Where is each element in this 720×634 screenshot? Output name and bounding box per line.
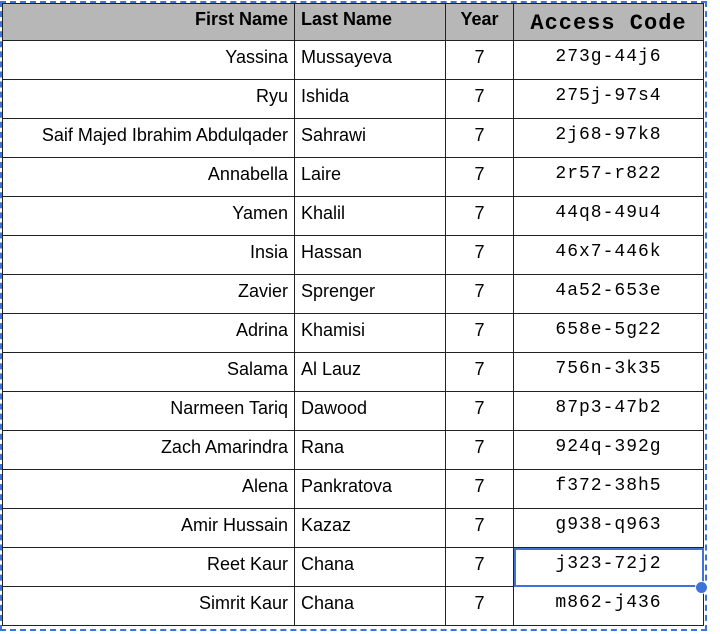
cell-last-name[interactable]: Laire [294,157,446,197]
cell-last-name[interactable]: Rana [294,430,446,470]
cell-access-code[interactable]: g938-q963 [513,508,704,548]
header-last-name[interactable]: Last Name [294,3,446,41]
fill-handle[interactable] [695,581,708,594]
cell-first-name[interactable]: Simrit Kaur [2,586,295,626]
table-row: Salama Al Lauz 7 756n-3k35 [2,352,704,392]
cell-first-name[interactable]: Ryu [2,79,295,119]
cell-year[interactable]: 7 [445,274,514,314]
table-row: Narmeen Tariq Dawood 7 87p3-47b2 [2,391,704,431]
table-row: Zach Amarindra Rana 7 924q-392g [2,430,704,470]
table-row: Annabella Laire 7 2r57-r822 [2,157,704,197]
cell-access-code[interactable]: 275j-97s4 [513,79,704,119]
cell-first-name[interactable]: Adrina [2,313,295,353]
cell-first-name[interactable]: Insia [2,235,295,275]
cell-year[interactable]: 7 [445,391,514,431]
cell-last-name[interactable]: Mussayeva [294,40,446,80]
cell-year[interactable]: 7 [445,547,514,587]
cell-first-name[interactable]: Yamen [2,196,295,236]
cell-access-code[interactable]: 658e-5g22 [513,313,704,353]
cell-last-name[interactable]: Dawood [294,391,446,431]
cell-year[interactable]: 7 [445,79,514,119]
cell-first-name[interactable]: Narmeen Tariq [2,391,295,431]
cell-year[interactable]: 7 [445,469,514,509]
cell-year[interactable]: 7 [445,196,514,236]
cell-access-code-selected[interactable]: j323-72j2 [513,547,704,587]
table-row: Amir Hussain Kazaz 7 g938-q963 [2,508,704,548]
cell-year[interactable]: 7 [445,508,514,548]
table-row: Adrina Khamisi 7 658e-5g22 [2,313,704,353]
table-body: Yassina Mussayeva 7 273g-44j6 Ryu Ishida 7 275j… [2,40,704,626]
cell-access-code[interactable]: 87p3-47b2 [513,391,704,431]
cell-last-name[interactable]: Sahrawi [294,118,446,158]
cell-first-name[interactable]: Annabella [2,157,295,197]
cell-last-name[interactable]: Pankratova [294,469,446,509]
cell-access-code[interactable]: 273g-44j6 [513,40,704,80]
cell-access-code[interactable]: 924q-392g [513,430,704,470]
cell-first-name[interactable]: Yassina [2,40,295,80]
cell-access-code[interactable]: 4a52-653e [513,274,704,314]
header-first-name[interactable]: First Name [2,3,295,41]
cell-first-name[interactable]: Salama [2,352,295,392]
cell-year[interactable]: 7 [445,235,514,275]
cell-year[interactable]: 7 [445,40,514,80]
cell-year[interactable]: 7 [445,352,514,392]
cell-last-name[interactable]: Khalil [294,196,446,236]
header-access-code[interactable]: Access Code [513,3,704,41]
table-row: Yamen Khalil 7 44q8-49u4 [2,196,704,236]
table-row: Alena Pankratova 7 f372-38h5 [2,469,704,509]
cell-year[interactable]: 7 [445,313,514,353]
header-year[interactable]: Year [445,3,514,41]
cell-year[interactable]: 7 [445,586,514,626]
table-row: Reet Kaur Chana 7 j323-72j2 [2,547,704,587]
student-access-table: First Name Last Name Year Access Code Ya… [2,3,704,626]
header-row: First Name Last Name Year Access Code [2,3,704,41]
cell-access-code[interactable]: 2j68-97k8 [513,118,704,158]
table-row: Simrit Kaur Chana 7 m862-j436 [2,586,704,626]
cell-last-name[interactable]: Kazaz [294,508,446,548]
cell-first-name[interactable]: Zavier [2,274,295,314]
cell-last-name[interactable]: Chana [294,586,446,626]
cell-year[interactable]: 7 [445,430,514,470]
cell-access-code[interactable]: 46x7-446k [513,235,704,275]
cell-year[interactable]: 7 [445,157,514,197]
table-row: Zavier Sprenger 7 4a52-653e [2,274,704,314]
table-row: Ryu Ishida 7 275j-97s4 [2,79,704,119]
cell-last-name[interactable]: Sprenger [294,274,446,314]
cell-first-name[interactable]: Saif Majed Ibrahim Abdulqader [2,118,295,158]
cell-access-code[interactable]: 2r57-r822 [513,157,704,197]
cell-first-name[interactable]: Alena [2,469,295,509]
cell-first-name[interactable]: Reet Kaur [2,547,295,587]
cell-access-code[interactable]: f372-38h5 [513,469,704,509]
cell-access-code[interactable]: m862-j436 [513,586,704,626]
cell-last-name[interactable]: Khamisi [294,313,446,353]
cell-first-name[interactable]: Amir Hussain [2,508,295,548]
cell-year[interactable]: 7 [445,118,514,158]
cell-last-name[interactable]: Hassan [294,235,446,275]
cell-last-name[interactable]: Ishida [294,79,446,119]
table-row: Saif Majed Ibrahim Abdulqader Sahrawi 7 2j6… [2,118,704,158]
cell-first-name[interactable]: Zach Amarindra [2,430,295,470]
cell-access-code[interactable]: 44q8-49u4 [513,196,704,236]
cell-last-name[interactable]: Al Lauz [294,352,446,392]
cell-access-code[interactable]: 756n-3k35 [513,352,704,392]
table-row: Yassina Mussayeva 7 273g-44j6 [2,40,704,80]
cell-last-name[interactable]: Chana [294,547,446,587]
table-row: Insia Hassan 7 46x7-446k [2,235,704,275]
